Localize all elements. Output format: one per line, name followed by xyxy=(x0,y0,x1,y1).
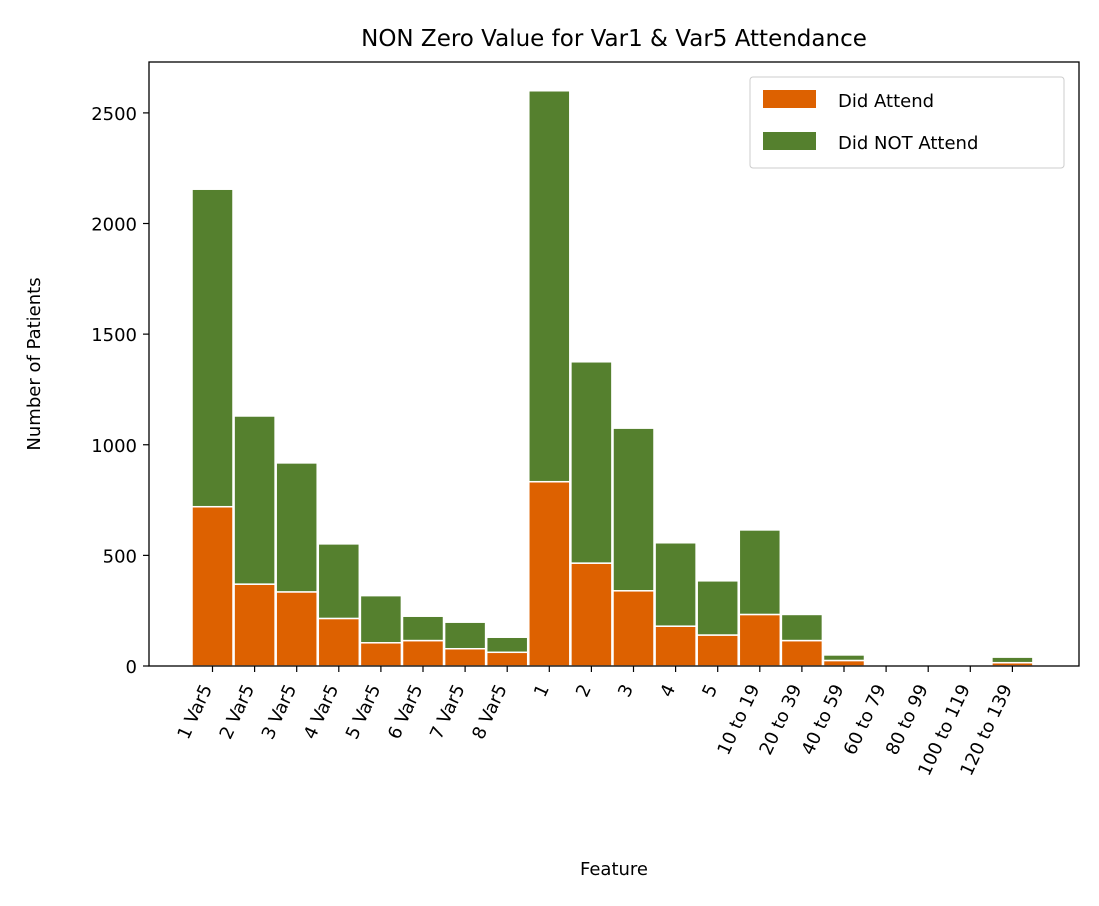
bar-attend-12 xyxy=(696,634,739,667)
bar-not-attend-3 xyxy=(317,543,361,620)
bar-attend-6 xyxy=(443,647,487,667)
bar-not-attend-13 xyxy=(738,529,782,616)
x-tick-label-2: 3 Var5 xyxy=(258,681,302,742)
bar-attend-14 xyxy=(780,639,824,667)
bar-not-attend-12 xyxy=(696,580,739,636)
bar-not-attend-11 xyxy=(654,542,697,627)
x-tick-label-12: 5 xyxy=(698,681,722,700)
legend: Did Attend Did NOT Attend xyxy=(749,76,1065,169)
bar-attend-8 xyxy=(528,480,571,667)
bar-not-attend-6 xyxy=(443,621,487,650)
bar-attend-7 xyxy=(485,651,529,667)
x-tick-label-6: 7 Var5 xyxy=(426,681,470,742)
bar-attend-4 xyxy=(359,642,403,667)
bar-not-attend-4 xyxy=(359,594,403,644)
y-tick-label-4: 2000 xyxy=(91,215,137,236)
legend-swatch-0 xyxy=(763,90,816,108)
bar-not-attend-14 xyxy=(780,613,824,642)
x-tick-label-9: 2 xyxy=(572,681,596,700)
y-tick-label-1: 500 xyxy=(103,546,137,567)
bar-not-attend-19 xyxy=(991,656,1034,664)
bar-not-attend-0 xyxy=(191,188,234,508)
x-tick-label-4: 5 Var5 xyxy=(342,681,386,742)
bar-attend-0 xyxy=(191,505,234,667)
x-tick-label-5: 6 Var5 xyxy=(384,681,428,742)
chart-title: NON Zero Value for Var1 & Var5 Attendanc… xyxy=(361,26,867,52)
legend-label-0: Did Attend xyxy=(838,91,934,112)
bar-not-attend-8 xyxy=(528,90,571,483)
x-tick-label-11: 4 xyxy=(656,681,680,700)
bar-attend-1 xyxy=(233,583,276,667)
bar-attend-5 xyxy=(401,639,445,667)
x-tick-label-3: 4 Var5 xyxy=(300,681,344,742)
bar-attend-10 xyxy=(612,590,655,667)
bar-attend-15 xyxy=(822,659,866,667)
bar-not-attend-15 xyxy=(822,654,866,662)
bar-not-attend-1 xyxy=(233,415,276,585)
bar-attend-3 xyxy=(317,617,361,667)
bar-not-attend-7 xyxy=(485,636,529,654)
x-tick-label-0: 1 Var5 xyxy=(173,681,217,742)
bar-attend-13 xyxy=(738,613,782,667)
x-tick-label-7: 8 Var5 xyxy=(468,681,512,742)
y-tick-label-5: 2500 xyxy=(91,104,137,125)
y-tick-label-2: 1000 xyxy=(91,436,137,457)
plot-frame xyxy=(148,61,1080,667)
x-axis-label: Feature xyxy=(580,859,648,880)
legend-swatch-1 xyxy=(763,132,816,150)
y-axis-label: Number of Patients xyxy=(24,277,45,450)
y-axis: 0 500 1000 1500 2000 2500 xyxy=(91,104,149,678)
y-tick-label-0: 0 xyxy=(126,657,137,678)
bar-attend-2 xyxy=(275,591,318,667)
bar-not-attend-2 xyxy=(275,462,318,593)
y-tick-label-3: 1500 xyxy=(91,325,137,346)
x-tick-label-10: 3 xyxy=(614,681,638,700)
bar-not-attend-5 xyxy=(401,615,445,642)
bar-attend-9 xyxy=(570,562,613,667)
bars-layer xyxy=(191,90,1034,667)
x-tick-label-8: 1 xyxy=(530,681,554,700)
legend-box xyxy=(749,76,1065,169)
bar-not-attend-9 xyxy=(570,361,613,564)
x-tick-label-1: 2 Var5 xyxy=(216,681,260,742)
bar-attend-11 xyxy=(654,625,697,667)
legend-label-1: Did NOT Attend xyxy=(838,133,978,154)
bar-not-attend-10 xyxy=(612,427,655,592)
